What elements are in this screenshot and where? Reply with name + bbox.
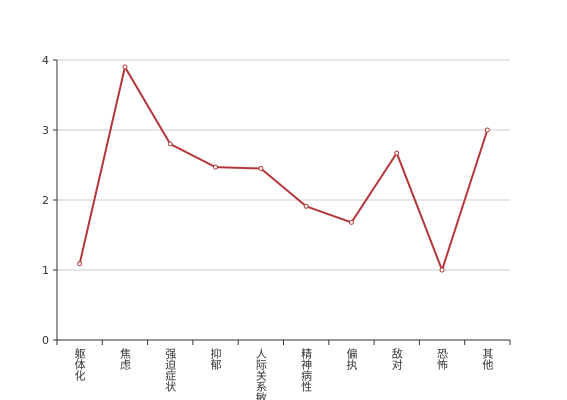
x-tick-label: 精神病性 <box>300 348 313 393</box>
x-tick-label: 其他 <box>481 348 494 370</box>
data-point <box>122 64 128 70</box>
x-tick-label: 人际关系敏感 <box>254 348 267 400</box>
data-point <box>213 164 219 170</box>
x-tick-label: 抑郁 <box>209 347 222 370</box>
y-tick-label: 0 <box>42 334 49 347</box>
y-tick-label: 1 <box>42 264 49 277</box>
data-point <box>77 261 83 267</box>
data-point <box>439 267 445 273</box>
series-line <box>78 64 489 273</box>
data-point <box>348 219 354 225</box>
x-tick-label: 躯体化 <box>73 348 86 382</box>
data-point <box>484 127 490 133</box>
data-point <box>167 141 173 147</box>
data-point <box>258 166 264 171</box>
data-point <box>303 203 309 209</box>
x-tick-label: 强迫症状 <box>164 348 177 392</box>
x-tick-label: 恐怖 <box>436 348 449 370</box>
data-point <box>394 150 400 156</box>
y-tick-label: 3 <box>42 124 49 137</box>
x-tick-label: 偏执 <box>345 347 358 371</box>
x-tick-label: 焦虑 <box>118 348 131 370</box>
y-tick-label: 2 <box>42 194 49 207</box>
y-tick-label: 4 <box>42 54 49 67</box>
x-tick-label: 敌对 <box>390 347 403 370</box>
